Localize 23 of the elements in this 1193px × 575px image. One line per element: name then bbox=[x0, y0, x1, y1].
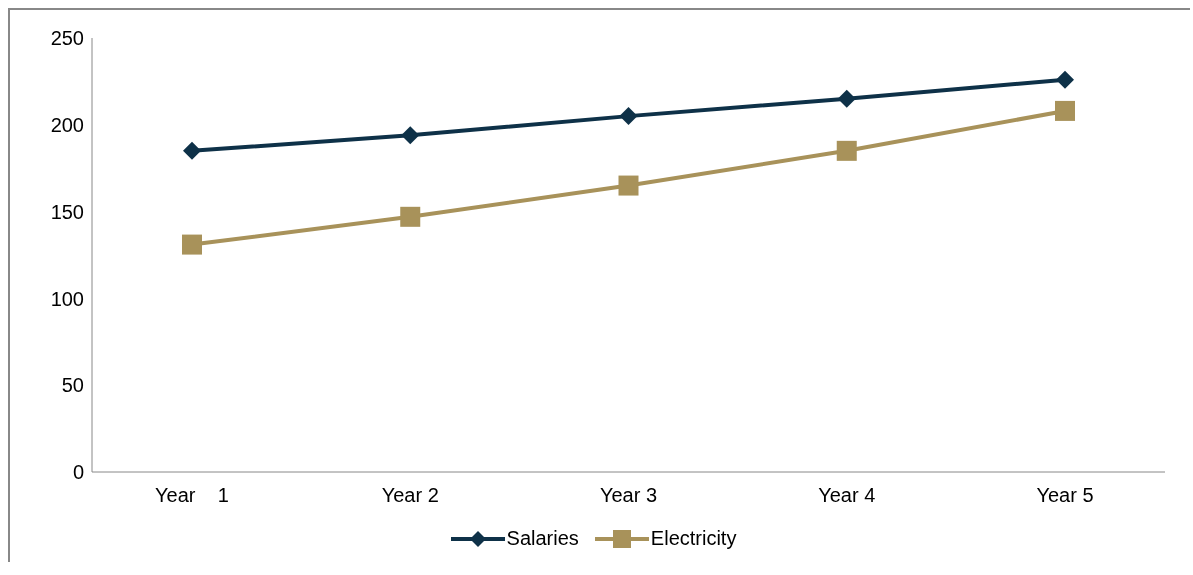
y-tick-label: 50 bbox=[61, 374, 84, 397]
legend-label: Electricity bbox=[650, 527, 737, 550]
x-tick-label: Year 3 bbox=[599, 484, 658, 506]
y-tick-label: 150 bbox=[50, 200, 84, 223]
x-tick-label: Year 4 bbox=[818, 484, 876, 506]
y-tick-label: 200 bbox=[50, 113, 84, 136]
point bbox=[618, 175, 639, 196]
point bbox=[837, 89, 856, 108]
x-tick-label: Year 1 bbox=[155, 484, 229, 506]
point bbox=[1055, 100, 1075, 121]
x-tick-label: Year 2 bbox=[381, 484, 439, 506]
y-tick-label: 0 bbox=[72, 461, 84, 484]
point bbox=[182, 234, 202, 255]
point bbox=[401, 126, 420, 145]
legend-label: Salaries bbox=[506, 527, 579, 550]
point bbox=[400, 206, 421, 227]
y-tick-label: 250 bbox=[50, 27, 84, 50]
point bbox=[1056, 70, 1074, 89]
x-tick-label: Year 5 bbox=[1036, 484, 1094, 506]
y-tick-label: 100 bbox=[50, 287, 84, 310]
point bbox=[836, 140, 857, 161]
point bbox=[183, 141, 201, 160]
point bbox=[619, 107, 638, 126]
